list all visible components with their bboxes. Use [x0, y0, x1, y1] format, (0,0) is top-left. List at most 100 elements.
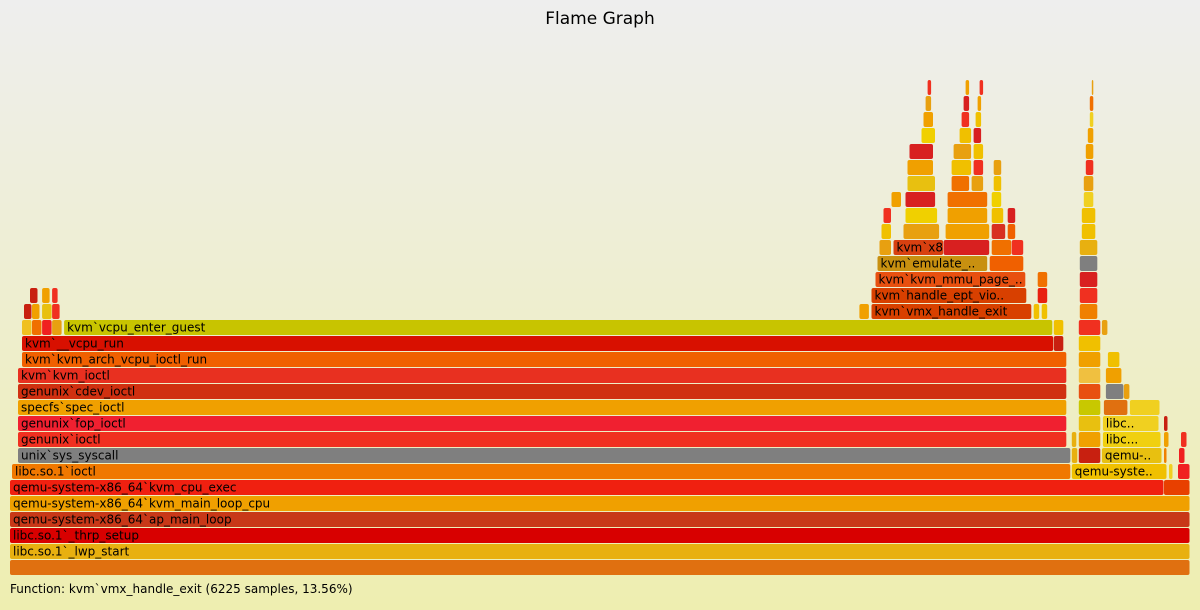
- flame-frame-rect[interactable]: [871, 304, 1032, 319]
- flame-frame-rect[interactable]: [947, 208, 988, 223]
- flame-frame[interactable]: [1033, 304, 1040, 319]
- flame-frame[interactable]: [951, 176, 970, 191]
- flame-frame[interactable]: [907, 160, 934, 175]
- flame-frame[interactable]: [1011, 240, 1024, 255]
- flame-frame-rect[interactable]: [1164, 448, 1167, 463]
- flame-frame-rect[interactable]: [1079, 288, 1098, 303]
- flame-frame-rect[interactable]: [989, 256, 1024, 271]
- flame-frame-rect[interactable]: [1041, 304, 1048, 319]
- flame-frame-rect[interactable]: [961, 112, 970, 127]
- flame-frame-rect[interactable]: [991, 224, 1006, 239]
- flame-frame-rect[interactable]: [1103, 400, 1128, 415]
- flame-frame-rect[interactable]: [1169, 464, 1173, 479]
- flame-frame-rect[interactable]: [925, 96, 932, 111]
- flame-frame-rect[interactable]: [1083, 176, 1094, 191]
- flame-frame[interactable]: [32, 304, 40, 319]
- flame-frame-rect[interactable]: [1102, 416, 1159, 431]
- flame-frame[interactable]: [859, 304, 869, 319]
- flame-frame[interactable]: libc.s.. libc...: [1102, 432, 1161, 447]
- flame-frame-rect[interactable]: [1083, 192, 1094, 207]
- flame-frame-rect[interactable]: [1078, 432, 1101, 447]
- flame-frame[interactable]: [881, 224, 892, 239]
- flame-frame[interactable]: [1041, 304, 1048, 319]
- flame-frame[interactable]: [921, 128, 936, 143]
- flame-frame[interactable]: [1181, 432, 1187, 447]
- flame-frame-rect[interactable]: [991, 208, 1004, 223]
- flame-frame[interactable]: [991, 224, 1006, 239]
- flame-frame[interactable]: [977, 96, 982, 111]
- flame-frame-rect[interactable]: [907, 176, 936, 191]
- flame-frame-rect[interactable]: [10, 528, 1190, 543]
- flame-frame-rect[interactable]: [883, 208, 892, 223]
- flame-frame-rect[interactable]: [951, 176, 970, 191]
- flame-frame[interactable]: [993, 176, 1002, 191]
- flame-frame-rect[interactable]: [18, 448, 1071, 463]
- flame-frame[interactable]: [1085, 160, 1094, 175]
- flame-frame[interactable]: [42, 304, 52, 319]
- flame-frame[interactable]: [1164, 432, 1169, 447]
- flame-frame[interactable]: [1071, 432, 1077, 447]
- flame-frame[interactable]: [1079, 272, 1098, 287]
- flame-frame[interactable]: [909, 144, 934, 159]
- flame-frame-rect[interactable]: [32, 304, 40, 319]
- flame-frame-rect[interactable]: [951, 160, 972, 175]
- flame-frame[interactable]: [1083, 176, 1094, 191]
- flame-frame[interactable]: [22, 320, 32, 335]
- flame-frame-rect[interactable]: [1078, 352, 1101, 367]
- flame-frame-rect[interactable]: [64, 320, 1053, 335]
- flame-frame-rect[interactable]: [18, 400, 1067, 415]
- flame-frame[interactable]: qemu-system-x86_64`kvm_main_loop_cpuqemu…: [10, 496, 1190, 511]
- flame-frame-rect[interactable]: [1085, 160, 1094, 175]
- flame-frame-rect[interactable]: [923, 112, 934, 127]
- flame-frame[interactable]: [891, 192, 902, 207]
- flame-frame-rect[interactable]: [1007, 224, 1016, 239]
- flame-frame[interactable]: [965, 80, 970, 95]
- flame-frame[interactable]: [1091, 80, 1094, 95]
- flame-frame-rect[interactable]: [1181, 432, 1187, 447]
- flame-frame[interactable]: [1089, 112, 1094, 127]
- flame-frame-rect[interactable]: [1037, 288, 1048, 303]
- flame-frame[interactable]: [1079, 240, 1098, 255]
- flame-frame-rect[interactable]: [1079, 240, 1098, 255]
- flame-frame-rect[interactable]: [877, 256, 988, 271]
- flame-frame[interactable]: [907, 176, 936, 191]
- flame-frame[interactable]: [953, 144, 972, 159]
- flame-frame-rect[interactable]: [32, 320, 42, 335]
- flame-frame-rect[interactable]: [975, 112, 982, 127]
- flame-frame-rect[interactable]: [18, 432, 1067, 447]
- flame-frame[interactable]: libc.s.. libc..: [1102, 416, 1159, 431]
- flame-frame-rect[interactable]: [965, 80, 970, 95]
- flame-frame[interactable]: [1101, 320, 1108, 335]
- flame-frame-rect[interactable]: [1107, 352, 1120, 367]
- flame-frame-rect[interactable]: [52, 320, 62, 335]
- flame-frame-rect[interactable]: [1081, 224, 1096, 239]
- flame-frame-rect[interactable]: [52, 288, 58, 303]
- flame-frame[interactable]: [959, 128, 972, 143]
- flame-frame-rect[interactable]: [18, 368, 1067, 383]
- flame-frame[interactable]: [991, 240, 1012, 255]
- flame-frame[interactable]: [1007, 224, 1016, 239]
- flame-frame-rect[interactable]: [1105, 368, 1122, 383]
- flame-frame-rect[interactable]: [977, 96, 982, 111]
- flame-frame[interactable]: [1078, 448, 1101, 463]
- flame-frame[interactable]: [1087, 128, 1094, 143]
- flame-frame-rect[interactable]: [881, 224, 892, 239]
- flame-frame-rect[interactable]: [22, 320, 32, 335]
- flame-frame-rect[interactable]: [1079, 256, 1098, 271]
- flame-frame[interactable]: [30, 288, 38, 303]
- flame-frame[interactable]: [1123, 384, 1130, 399]
- flame-frame[interactable]: [961, 112, 970, 127]
- flame-frame-rect[interactable]: [893, 240, 944, 255]
- flame-frame[interactable]: [1089, 96, 1094, 111]
- flame-frame[interactable]: [1105, 368, 1122, 383]
- flame-frame[interactable]: qemu-system... qemu-syste..: [1071, 464, 1167, 479]
- flame-frame-rect[interactable]: [1011, 240, 1024, 255]
- flame-frame[interactable]: [905, 208, 938, 223]
- flame-frame-rect[interactable]: [42, 304, 52, 319]
- flame-frame[interactable]: [951, 160, 972, 175]
